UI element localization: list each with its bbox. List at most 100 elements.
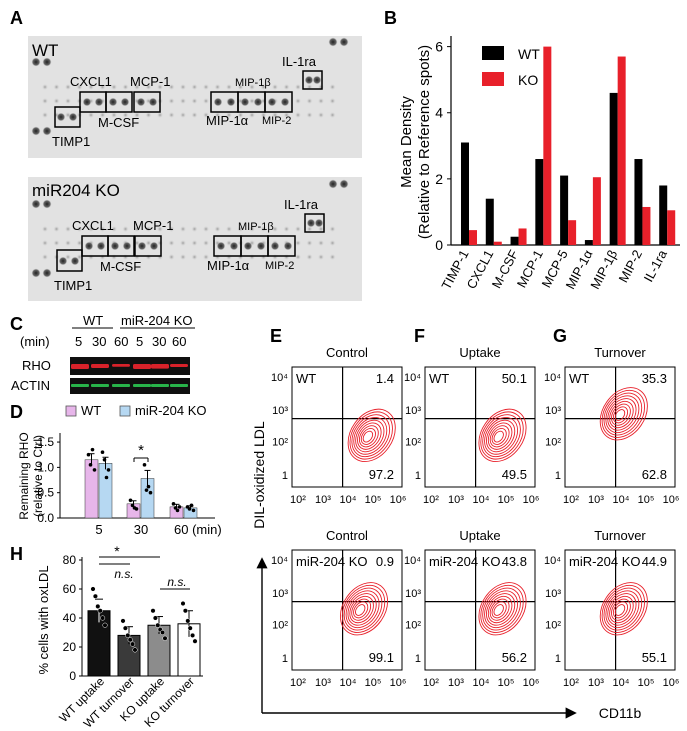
array-spot bbox=[294, 239, 302, 247]
panel-label-d: D bbox=[10, 402, 23, 422]
array-spot bbox=[314, 218, 324, 228]
array-spot bbox=[191, 83, 198, 91]
x-tick-label: 10³ bbox=[448, 494, 464, 506]
rho-band bbox=[112, 364, 130, 367]
panel-label-e: E bbox=[270, 326, 282, 346]
row-label-rho: RHO bbox=[22, 358, 51, 373]
array-spot bbox=[145, 253, 152, 261]
x-tick-label: MIP-2 bbox=[616, 247, 646, 285]
ko-box-mcp1 bbox=[134, 235, 162, 257]
data-point bbox=[130, 641, 136, 647]
array-spot bbox=[99, 225, 106, 233]
array-spot bbox=[136, 97, 146, 107]
y-axis-label-line1: Mean Density bbox=[398, 96, 415, 188]
time-label: 30 bbox=[152, 334, 166, 349]
array-spot bbox=[41, 253, 49, 261]
group-label: miR-204 KO bbox=[429, 554, 501, 569]
lower-right-percent: 62.8 bbox=[642, 467, 667, 482]
lower-right-percent: 97.2 bbox=[369, 467, 394, 482]
data-point bbox=[102, 622, 108, 628]
rho-band bbox=[170, 364, 188, 367]
time-label: 60 bbox=[172, 334, 186, 349]
bar-ko bbox=[543, 46, 552, 246]
flow-cytometry-grid: Control Control Uptake Uptake Turnover Turnov… bbox=[251, 345, 679, 721]
contour-line bbox=[349, 411, 393, 460]
array-spot bbox=[64, 239, 72, 247]
contour-line bbox=[605, 395, 640, 434]
array-spot bbox=[191, 239, 198, 247]
array-spot bbox=[168, 239, 175, 247]
contour-line bbox=[345, 590, 380, 629]
group-label-ko: miR-204 KO bbox=[121, 313, 193, 328]
reference-spot bbox=[42, 126, 52, 136]
data-point bbox=[88, 463, 93, 467]
x-tick-label: 30 bbox=[134, 522, 148, 537]
x-tick-label: 10⁴ bbox=[613, 494, 630, 506]
array-spot bbox=[226, 97, 236, 107]
actin-band bbox=[151, 384, 169, 387]
x-tick-label: 10⁶ bbox=[390, 494, 407, 506]
contour-line bbox=[603, 392, 643, 436]
data-point bbox=[150, 608, 156, 614]
ns-label: n.s. bbox=[167, 575, 186, 589]
actin-band bbox=[133, 384, 151, 387]
legend-swatch bbox=[119, 405, 131, 417]
upper-right-percent: 0.9 bbox=[376, 554, 394, 569]
group-label-wt: WT bbox=[83, 313, 103, 328]
array-spot bbox=[41, 111, 49, 119]
plot-frame bbox=[291, 366, 403, 488]
y-tick-label: 1 bbox=[282, 470, 288, 482]
data-point bbox=[160, 629, 166, 636]
array-spot bbox=[41, 83, 49, 91]
contour-line bbox=[611, 403, 631, 426]
bar-ko bbox=[667, 210, 676, 245]
contour-line bbox=[603, 587, 643, 631]
data-point bbox=[185, 618, 191, 624]
array-spot bbox=[145, 111, 152, 119]
array-spot bbox=[214, 225, 221, 233]
panel-label-g: G bbox=[553, 326, 567, 346]
bar-wt bbox=[535, 159, 544, 245]
panel-label-b: B bbox=[384, 8, 397, 28]
y-tick-label: 60 bbox=[63, 582, 77, 596]
data-point bbox=[173, 506, 178, 510]
contour-line bbox=[478, 582, 527, 636]
contour-line bbox=[339, 582, 389, 636]
array-spot bbox=[280, 97, 290, 107]
array-spot bbox=[240, 97, 250, 107]
upper-right-percent: 50.1 bbox=[502, 371, 527, 386]
y-axis-label: Mean Density(Relative to Reference spots… bbox=[398, 45, 433, 239]
actin-band bbox=[91, 384, 109, 387]
x-tick-label: 10² bbox=[563, 677, 579, 689]
contour-line bbox=[482, 414, 521, 458]
array-spot bbox=[168, 253, 175, 261]
data-point bbox=[100, 615, 106, 621]
data-point bbox=[90, 586, 96, 592]
contour-line bbox=[349, 595, 374, 624]
array-spot bbox=[110, 111, 118, 119]
data-point bbox=[97, 608, 103, 614]
contour-line bbox=[353, 601, 369, 619]
ko-box-il1ra bbox=[304, 213, 325, 233]
x-tick-label: 10² bbox=[290, 494, 306, 506]
y-tick-label: 10³ bbox=[405, 588, 421, 600]
x-tick-label: 10⁵ bbox=[365, 494, 382, 506]
wt-box-il1ra bbox=[302, 70, 323, 90]
contour-line bbox=[484, 590, 519, 629]
data-point bbox=[192, 638, 198, 644]
array-spot bbox=[87, 83, 95, 91]
contour-line bbox=[605, 590, 640, 629]
y-tick-label: 10⁴ bbox=[544, 372, 561, 384]
array-spot bbox=[96, 241, 106, 251]
array-spot bbox=[256, 241, 266, 251]
array-spot bbox=[41, 239, 49, 247]
array-spot bbox=[122, 83, 129, 91]
x-tick-label: 10⁴ bbox=[473, 677, 490, 689]
data-point bbox=[90, 447, 95, 452]
array-spot bbox=[317, 253, 325, 261]
ko-array-blot: miR204 KO CXCL1 MCP-1 M-CSF TIMP1 MIP-1β… bbox=[28, 177, 362, 301]
x-tick-label: 10⁴ bbox=[473, 494, 490, 506]
array-spot bbox=[267, 97, 277, 107]
contour-line bbox=[351, 598, 372, 621]
